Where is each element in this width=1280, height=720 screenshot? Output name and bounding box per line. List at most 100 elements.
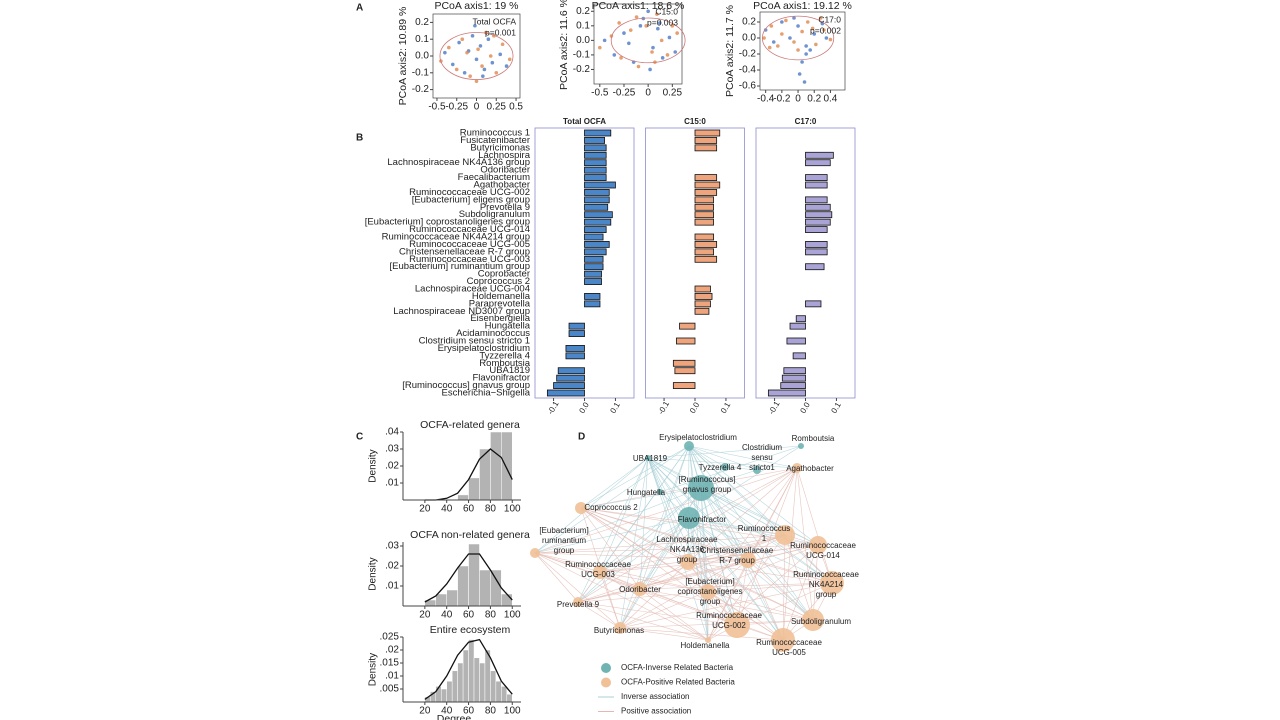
node-label: Ruminococcus xyxy=(738,524,790,533)
bar xyxy=(694,137,718,144)
network-edge xyxy=(736,582,833,626)
network-edge xyxy=(599,571,709,593)
category-label: [Eubacterium] ruminantium group xyxy=(390,261,530,272)
bar xyxy=(694,181,721,189)
node-label: group xyxy=(700,597,721,606)
chart-title: PCoA axis1: 19 % xyxy=(434,0,518,12)
point xyxy=(486,37,491,41)
point xyxy=(622,31,626,35)
point xyxy=(648,67,652,72)
y-tick-label: -0.1 xyxy=(412,67,430,78)
histogram-bar xyxy=(435,593,447,607)
network-node xyxy=(700,584,716,600)
point xyxy=(656,26,660,31)
bar xyxy=(672,382,696,389)
point xyxy=(474,79,479,83)
y-axis-label: Density xyxy=(368,449,379,482)
density-curve xyxy=(424,448,513,501)
density-curve xyxy=(424,638,513,700)
confidence-ellipse xyxy=(761,15,835,61)
network-edge xyxy=(639,588,709,641)
network-node xyxy=(771,628,795,652)
category-label: Eisenbergiella xyxy=(470,313,530,324)
point xyxy=(494,71,499,75)
node-label: Coprococcus 2 xyxy=(584,503,638,512)
network-edge xyxy=(707,582,833,593)
network-edge xyxy=(687,467,798,563)
x-tick-label: 100 xyxy=(504,610,521,621)
category-label: Ruminococcaceae UCG-005 xyxy=(409,239,530,250)
point xyxy=(655,12,659,16)
network-edge xyxy=(619,561,689,629)
bar xyxy=(694,211,714,219)
y-axis-label: Density xyxy=(368,557,379,590)
category-label: Coprococcus 2 xyxy=(467,276,530,287)
bar xyxy=(694,248,714,256)
x-tick-label: 0.2 xyxy=(807,94,821,105)
point xyxy=(792,40,796,44)
node-label: UCG-005 xyxy=(772,648,806,657)
network-edge xyxy=(639,487,702,590)
category-label: Acidaminococcus xyxy=(456,328,530,339)
category-label: Odoribacter xyxy=(480,165,530,176)
network-edge xyxy=(580,507,749,561)
network-edge xyxy=(599,559,749,573)
point xyxy=(460,37,465,41)
network-node xyxy=(753,466,761,474)
category-label: Prevotella 9 xyxy=(480,202,530,213)
network-edge xyxy=(747,559,833,584)
bar xyxy=(584,174,607,181)
point xyxy=(462,71,467,75)
point xyxy=(667,35,672,40)
node-label: Erysipelatoclostridium xyxy=(659,433,737,442)
y-axis-label: PCoA axis2: 11.6 % xyxy=(558,0,570,90)
bar xyxy=(584,218,612,226)
y-tick-label: .03 xyxy=(385,444,399,455)
node-label: NK4A214 xyxy=(809,580,844,589)
bar xyxy=(694,285,711,293)
bar xyxy=(584,151,607,159)
histogram-bar xyxy=(501,686,508,703)
bar xyxy=(805,218,831,226)
x-tick-label: 60 xyxy=(463,504,475,515)
network-edge xyxy=(639,517,690,590)
histogram-bar xyxy=(457,662,464,703)
network-edge xyxy=(599,571,738,626)
histogram-bar xyxy=(468,639,475,703)
bar xyxy=(805,159,831,167)
network-node xyxy=(678,507,700,529)
category-label: Hungatella xyxy=(485,321,531,332)
point xyxy=(780,20,784,24)
point xyxy=(805,20,810,24)
network-edge xyxy=(639,445,690,590)
y-tick-label: .04 xyxy=(385,427,399,438)
legend-label: Positive association xyxy=(621,707,691,716)
bar xyxy=(694,203,714,211)
network-node xyxy=(633,582,647,596)
bar xyxy=(694,255,718,263)
category-label: Tyzzerella 4 xyxy=(479,350,530,361)
histogram-bar xyxy=(473,657,480,703)
bar xyxy=(781,374,806,382)
bar xyxy=(584,144,607,152)
annotation: p=0.003 xyxy=(647,17,678,27)
y-tick-label: 0.2 xyxy=(576,6,590,17)
point xyxy=(802,80,807,84)
x-tick-label: 100 xyxy=(504,504,521,515)
bar xyxy=(676,337,696,345)
network-edge xyxy=(639,534,786,590)
network-node xyxy=(684,441,694,451)
node-label: stricto1 xyxy=(749,463,775,472)
node-label: [Eubacterium] xyxy=(539,526,588,535)
y-tick-label: 0.2 xyxy=(742,17,756,28)
bar xyxy=(584,196,610,204)
category-label: Erysipelatoclostridium xyxy=(438,343,530,354)
node-label: group xyxy=(554,546,575,555)
y-tick-label: .02 xyxy=(385,645,399,656)
histogram-bar xyxy=(457,565,469,607)
network-edge xyxy=(700,487,709,593)
network-edge xyxy=(707,591,814,621)
point xyxy=(673,50,678,54)
node-label: coprostanoligenes xyxy=(678,587,743,596)
node-label: Tyzzerella 4 xyxy=(699,463,742,472)
